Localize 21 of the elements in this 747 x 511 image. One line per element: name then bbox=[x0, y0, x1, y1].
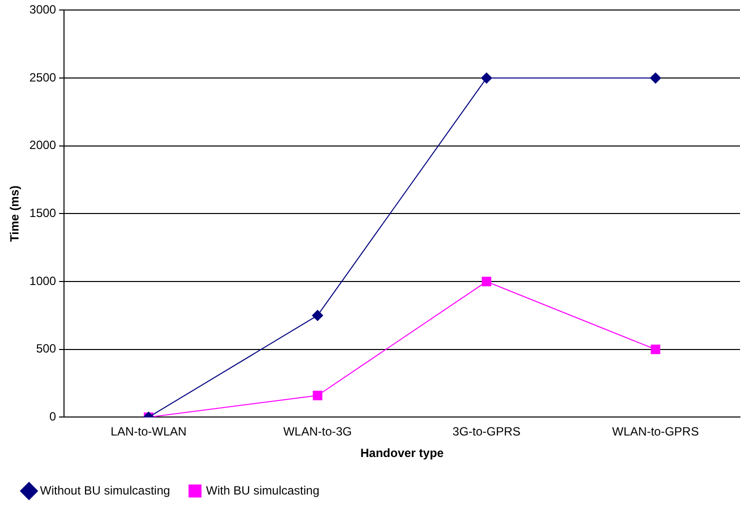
x-tick-label: WLAN-to-GPRS bbox=[612, 424, 699, 439]
x-tick-label: 3G-to-GPRS bbox=[452, 424, 521, 439]
point bbox=[482, 276, 492, 286]
y-axis-title: Time (ms) bbox=[8, 185, 22, 242]
y-tick-label: 1500 bbox=[29, 206, 56, 220]
legend-label: Without BU simulcasting bbox=[40, 483, 170, 498]
point bbox=[481, 72, 492, 84]
x-tick-label: LAN-to-WLAN bbox=[110, 424, 187, 439]
point bbox=[312, 390, 322, 400]
point bbox=[650, 344, 660, 354]
legend-label: With BU simulcasting bbox=[206, 483, 320, 498]
x-tick-label: WLAN-to-3G bbox=[283, 424, 352, 439]
point bbox=[650, 72, 662, 84]
y-tick-label: 0 bbox=[49, 410, 56, 424]
point bbox=[312, 310, 324, 321]
y-tick-label: 2000 bbox=[29, 138, 56, 152]
y-tick-label: 3000 bbox=[29, 2, 56, 17]
y-tick-label: 1000 bbox=[29, 274, 56, 288]
y-tick-label: 500 bbox=[36, 342, 56, 356]
x-axis-title: Handover type bbox=[360, 446, 444, 460]
y-tick-label: 2500 bbox=[29, 70, 56, 84]
